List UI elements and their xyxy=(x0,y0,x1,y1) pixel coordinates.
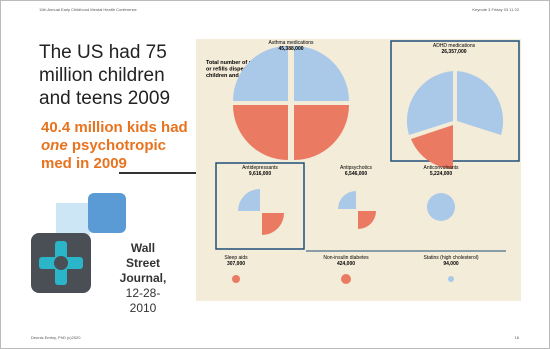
header-right: Keynote 3 Friday 03 11 22 xyxy=(472,7,519,12)
highlight-emphasis: one xyxy=(41,137,68,154)
pie-slice xyxy=(232,275,240,283)
group-total: 94,000 xyxy=(443,261,459,267)
group-name: Antipsychotics xyxy=(340,165,372,171)
pie-slice xyxy=(233,46,288,101)
infographic: Total number of prescriptions or refills … xyxy=(196,39,521,301)
footer-left: Dennis Embry, PhD (c)2020 xyxy=(31,335,81,340)
pie-slice xyxy=(341,274,351,284)
footer-right: 16 xyxy=(514,335,519,340)
header-left: 11th Annual Early Childhood Mental Healt… xyxy=(39,7,137,12)
group-name: Sleep aids xyxy=(224,255,248,261)
logo-icon xyxy=(31,233,91,293)
source-date: 12-28-2010 xyxy=(125,286,161,315)
pie-slice xyxy=(358,211,376,229)
group-name: Anticonvulsants xyxy=(423,165,459,171)
pie-slice xyxy=(411,125,453,169)
highlight: 40.4 million kids had one psychotropic m… xyxy=(41,119,191,173)
logo-graphic xyxy=(39,241,83,285)
group-total: 45,388,000 xyxy=(278,46,303,52)
pie-slice xyxy=(294,105,349,160)
group-total: 26,357,000 xyxy=(441,49,466,55)
pie-slice xyxy=(294,46,349,101)
headline: The US had 75 million children and teens… xyxy=(39,42,171,109)
logo-square xyxy=(56,203,90,235)
pie-slice xyxy=(427,193,455,221)
pie-slice xyxy=(457,71,504,135)
panel-border xyxy=(215,162,305,250)
group-name: Antidepressants xyxy=(242,165,278,171)
group-total: 424,000 xyxy=(337,261,355,267)
source: Wall Street Journal, 12-28-2010 xyxy=(113,241,173,316)
panel-border xyxy=(390,40,520,162)
group-name: Statins (high cholesterol) xyxy=(423,255,478,261)
group-total: 5,224,000 xyxy=(430,171,452,177)
group-name: Non-insulin diabetes xyxy=(323,255,369,261)
group-name: ADHD medications xyxy=(433,43,476,49)
intro-line: Total number of prescriptions xyxy=(206,60,284,66)
pie-slice xyxy=(406,71,453,135)
group-total: 307,000 xyxy=(227,261,245,267)
pie-slice xyxy=(448,276,454,282)
group-total: 9,616,000 xyxy=(249,171,271,177)
highlight-text: 40.4 million kids had xyxy=(41,119,188,136)
highlight-text: psychotropic med in 2009 xyxy=(41,137,167,172)
pie-slice xyxy=(262,213,284,235)
intro-line: or refills dispensed to xyxy=(206,67,264,73)
pie-slice xyxy=(338,191,356,209)
group-total: 6,546,000 xyxy=(345,171,367,177)
connector-line xyxy=(119,172,215,174)
pie-slice xyxy=(238,189,260,211)
logo-square xyxy=(88,193,126,233)
group-name: Asthma medications xyxy=(268,40,314,46)
pie-slice xyxy=(233,105,288,160)
source-name: Wall Street Journal, xyxy=(119,241,167,285)
